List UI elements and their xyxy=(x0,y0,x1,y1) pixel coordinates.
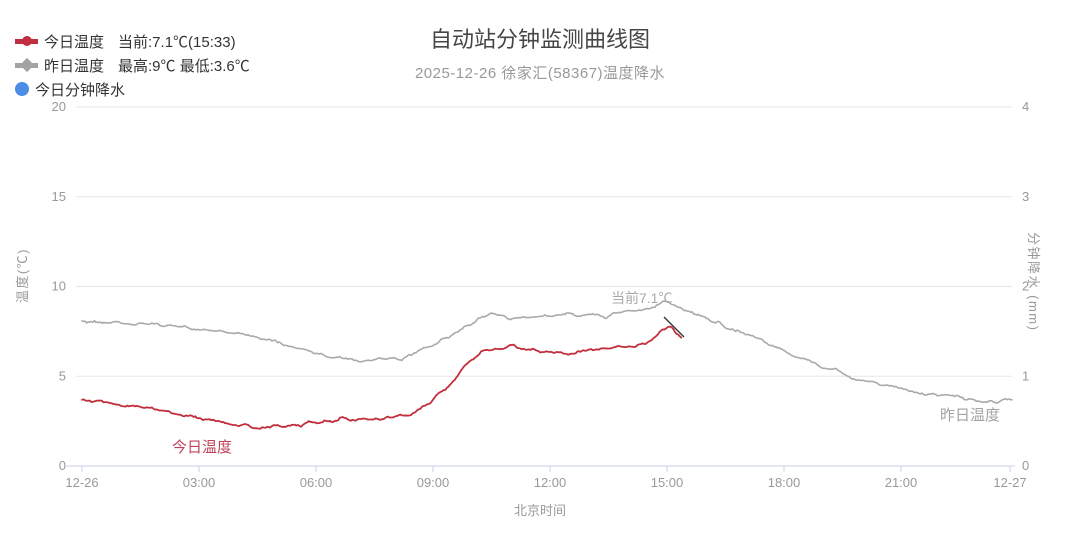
svg-text:5: 5 xyxy=(59,368,66,383)
svg-text:4: 4 xyxy=(1022,99,1029,114)
svg-text:03:00: 03:00 xyxy=(183,475,216,490)
svg-text:昨日温度: 昨日温度 xyxy=(940,407,1000,424)
svg-text:12:00: 12:00 xyxy=(534,475,567,490)
svg-text:0: 0 xyxy=(1022,458,1029,473)
svg-text:21:00: 21:00 xyxy=(885,475,918,490)
svg-text:当前7.1℃: 当前7.1℃ xyxy=(611,290,672,306)
svg-text:20: 20 xyxy=(52,99,66,114)
svg-text:10: 10 xyxy=(52,279,66,294)
svg-text:06:00: 06:00 xyxy=(300,475,333,490)
svg-text:12-26: 12-26 xyxy=(65,475,98,490)
svg-text:18:00: 18:00 xyxy=(768,475,801,490)
svg-text:今日温度: 今日温度 xyxy=(172,439,232,456)
svg-text:12-27: 12-27 xyxy=(993,475,1026,490)
svg-text:09:00: 09:00 xyxy=(417,475,450,490)
svg-text:15:00: 15:00 xyxy=(651,475,684,490)
svg-text:0: 0 xyxy=(59,458,66,473)
svg-text:1: 1 xyxy=(1022,368,1029,383)
svg-text:15: 15 xyxy=(52,189,66,204)
svg-text:3: 3 xyxy=(1022,189,1029,204)
